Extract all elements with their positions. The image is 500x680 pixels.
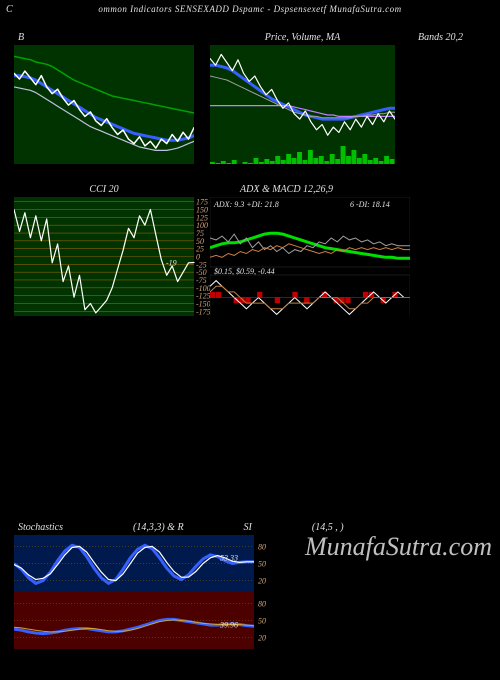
svg-text:$0.15, $0.59, -0.44: $0.15, $0.59, -0.44 — [214, 267, 275, 276]
svg-text:50: 50 — [258, 617, 266, 626]
watermark: MunafaSutra.com — [305, 532, 492, 562]
svg-text:6 -DI: 18.14: 6 -DI: 18.14 — [350, 200, 390, 209]
adx-title: ADX & MACD 12,26,9 — [210, 182, 410, 197]
cci-panel: CCI 201751501251007550250-25-50-75-100-1… — [14, 182, 194, 317]
svg-text:20: 20 — [258, 577, 266, 586]
stochastics-panel: Stochastics(14,3,3) & RSI(14,5 , )805020… — [14, 520, 284, 650]
svg-text:20: 20 — [258, 634, 266, 643]
svg-text:ADX: 9.3 +DI: 21.8: ADX: 9.3 +DI: 21.8 — [213, 200, 279, 209]
header-prefix: C — [6, 4, 13, 15]
adx-macd-panel: ADX & MACD 12,26,9 ADX: 9.3 +DI: 21.8 6 -D… — [210, 182, 410, 317]
svg-text:50: 50 — [258, 560, 266, 569]
ma-title: Price, Volume, MA — [210, 30, 395, 45]
cci-title: CCI 20 — [14, 182, 194, 197]
svg-text:39.96: 39.96 — [219, 620, 238, 629]
page-header: C ommon Indicators SENSEXADD Dspamc - Ds… — [0, 0, 500, 18]
svg-text:80: 80 — [258, 599, 266, 608]
svg-text:-175: -175 — [196, 307, 211, 316]
svg-text:53.33: 53.33 — [220, 554, 238, 563]
bb-bands-label: Bands 20,2 — [414, 30, 467, 45]
svg-text:-19: -19 — [166, 258, 177, 267]
bb-title: B — [14, 30, 194, 45]
header-text: ommon Indicators SENSEXADD Dspamc - Dsps… — [98, 4, 401, 14]
stoch-title: Stochastics(14,3,3) & RSI(14,5 , ) — [14, 520, 484, 535]
bollinger-panel: BBands 20,2 — [14, 30, 194, 165]
svg-text:80: 80 — [258, 542, 266, 551]
price-ma-panel: Price, Volume, MA — [210, 30, 395, 165]
